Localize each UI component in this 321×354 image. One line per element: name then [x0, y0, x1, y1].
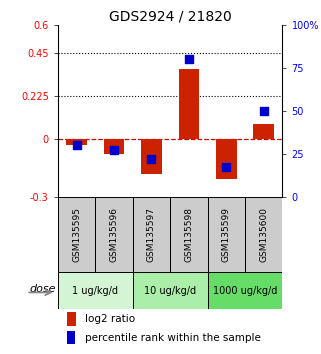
Bar — [133, 272, 208, 309]
Point — [111, 147, 117, 153]
Bar — [66, 139, 87, 145]
Text: GSM135597: GSM135597 — [147, 207, 156, 262]
Point — [224, 165, 229, 170]
Bar — [58, 196, 95, 272]
Text: GSM135598: GSM135598 — [184, 207, 193, 262]
Text: dose: dose — [29, 284, 56, 294]
Point — [74, 142, 79, 148]
Point — [149, 156, 154, 162]
Bar — [216, 139, 237, 179]
Bar — [245, 196, 282, 272]
Text: log2 ratio: log2 ratio — [85, 314, 135, 324]
Bar — [178, 69, 199, 139]
Text: 1 ug/kg/d: 1 ug/kg/d — [72, 286, 118, 296]
Text: 10 ug/kg/d: 10 ug/kg/d — [144, 286, 196, 296]
Text: 1000 ug/kg/d: 1000 ug/kg/d — [213, 286, 277, 296]
Bar — [208, 272, 282, 309]
Bar — [104, 139, 124, 154]
Bar — [67, 331, 75, 344]
Title: GDS2924 / 21820: GDS2924 / 21820 — [109, 10, 231, 24]
Bar — [254, 124, 274, 139]
Bar — [95, 196, 133, 272]
Text: GSM135595: GSM135595 — [72, 207, 81, 262]
Bar — [170, 196, 208, 272]
Text: percentile rank within the sample: percentile rank within the sample — [85, 332, 261, 343]
Bar — [141, 139, 162, 174]
Point — [261, 108, 266, 114]
Text: GSM135596: GSM135596 — [109, 207, 118, 262]
Point — [186, 56, 191, 62]
Bar — [208, 196, 245, 272]
Bar — [133, 196, 170, 272]
Bar — [67, 312, 76, 326]
Bar — [58, 272, 133, 309]
Text: GSM135599: GSM135599 — [222, 207, 231, 262]
Text: GSM135600: GSM135600 — [259, 207, 268, 262]
